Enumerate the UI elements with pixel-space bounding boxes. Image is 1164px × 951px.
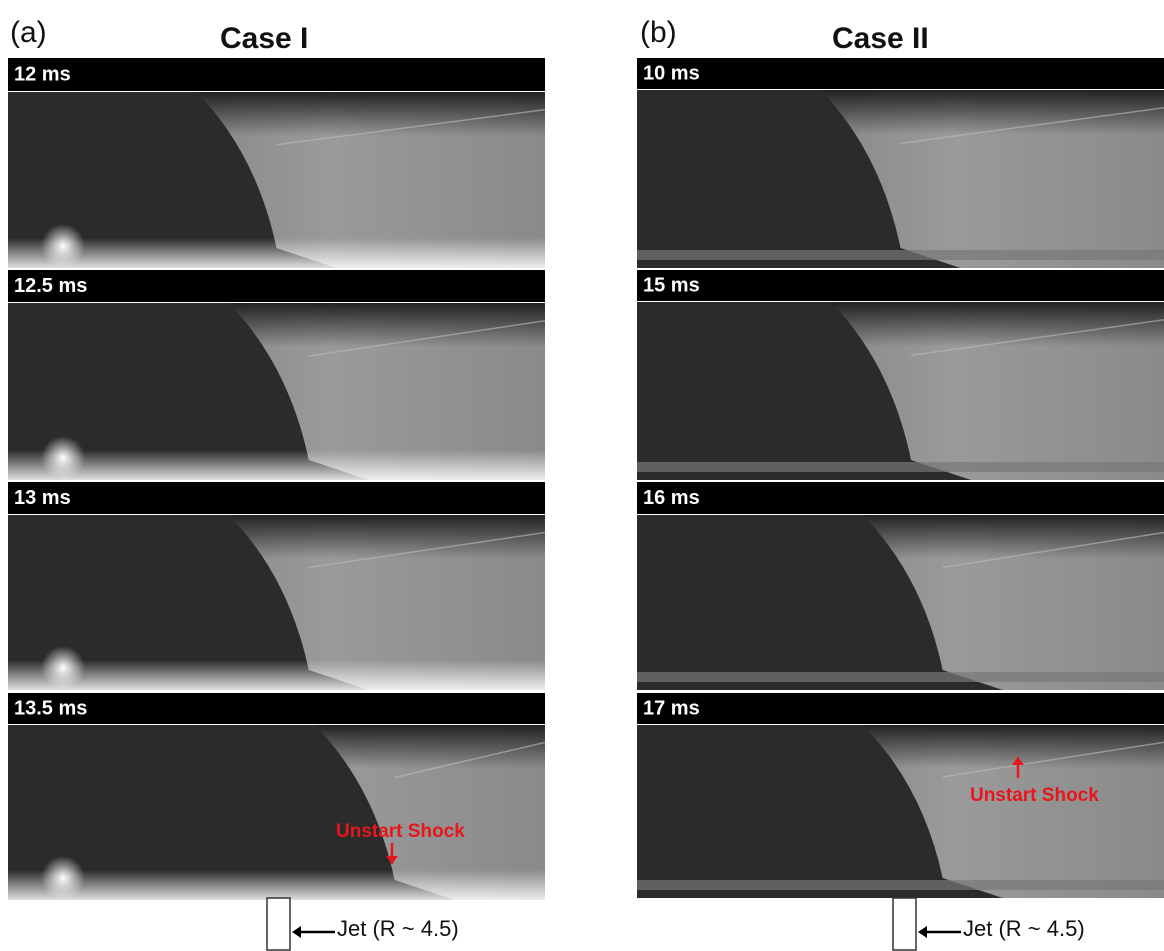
glow-spot xyxy=(41,856,85,900)
frame-label: 16 ms xyxy=(643,487,700,509)
frame-label: 13 ms xyxy=(14,487,71,509)
wall-band xyxy=(637,880,1164,890)
frame-bar xyxy=(8,693,545,724)
glow-spot xyxy=(41,224,85,268)
frame-bar xyxy=(8,58,545,91)
jet-box xyxy=(267,898,290,950)
panel-label: (b) xyxy=(640,16,677,49)
frame-bar xyxy=(637,693,1164,724)
figure: (a) Case I 12 ms 12.5 ms 13 ms 13.5 ms Unstart… xyxy=(0,0,1164,951)
annotation: Unstart Shock xyxy=(970,785,1099,806)
glow-spot xyxy=(41,646,85,690)
wall-glow xyxy=(8,450,545,480)
jet-label: Jet (R ~ 4.5) xyxy=(337,916,459,941)
frame-label: 17 ms xyxy=(643,697,700,719)
wall-band xyxy=(637,462,1164,472)
frame-bar xyxy=(637,270,1164,301)
wall-band xyxy=(637,250,1164,260)
jet-box xyxy=(893,898,916,950)
frame-label: 15 ms xyxy=(643,274,700,296)
wall-glow xyxy=(8,660,545,690)
frame-bar xyxy=(637,482,1164,514)
frame-label: 13.5 ms xyxy=(14,697,87,719)
jet-label: Jet (R ~ 4.5) xyxy=(963,916,1085,941)
frame-label: 12 ms xyxy=(14,63,71,85)
panel-label: (a) xyxy=(10,16,47,49)
frame-bar xyxy=(8,482,545,514)
arrow-head xyxy=(292,926,301,938)
wall-glow xyxy=(8,870,545,900)
frame-bar xyxy=(637,58,1164,89)
glow-spot xyxy=(41,436,85,480)
panel-title: Case I xyxy=(220,22,308,55)
wall-glow xyxy=(8,238,545,268)
frame-label: 10 ms xyxy=(643,62,700,84)
annotation: Unstart Shock xyxy=(336,821,465,842)
frame-bar xyxy=(8,270,545,302)
panel-title: Case II xyxy=(832,22,929,55)
frame-label: 12.5 ms xyxy=(14,275,87,297)
wall-band xyxy=(637,672,1164,682)
arrow-head xyxy=(918,926,927,938)
